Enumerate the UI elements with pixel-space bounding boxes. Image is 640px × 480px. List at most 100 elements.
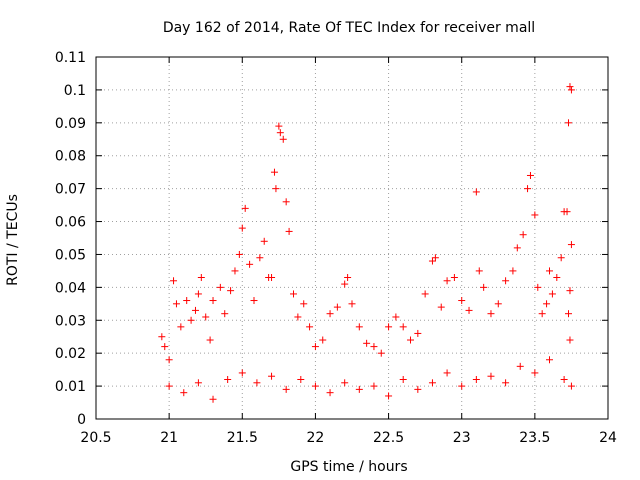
- y-tick-label: 0.09: [55, 116, 86, 132]
- data-point: [355, 323, 363, 331]
- data-point: [509, 267, 517, 275]
- data-point: [567, 241, 575, 249]
- x-tick-label: 21.5: [227, 430, 258, 446]
- data-point: [545, 356, 553, 364]
- data-point: [465, 306, 473, 314]
- data-point: [370, 382, 378, 390]
- data-point: [294, 313, 302, 321]
- data-point: [238, 369, 246, 377]
- data-point: [246, 260, 254, 268]
- chart-title: Day 162 of 2014, Rate Of TEC Index for r…: [163, 20, 535, 36]
- data-point: [428, 379, 436, 387]
- data-point: [172, 300, 180, 308]
- data-point: [553, 273, 561, 281]
- y-tick-label: 0.03: [55, 313, 86, 329]
- data-point: [253, 379, 261, 387]
- data-point: [531, 211, 539, 219]
- data-point: [431, 254, 439, 262]
- data-point: [191, 306, 199, 314]
- grid-lines: [96, 57, 608, 419]
- data-point: [224, 376, 232, 384]
- data-point: [311, 382, 319, 390]
- data-point: [270, 168, 278, 176]
- data-point: [319, 336, 327, 344]
- data-point: [250, 297, 258, 305]
- y-tick-label: 0.06: [55, 215, 86, 231]
- data-point: [458, 382, 466, 390]
- data-point: [566, 83, 574, 91]
- data-point: [567, 382, 575, 390]
- data-point: [333, 303, 341, 311]
- x-tick-label: 24: [599, 430, 617, 446]
- data-point: [385, 323, 393, 331]
- x-tick-label: 23: [453, 430, 471, 446]
- data-point: [300, 300, 308, 308]
- data-point: [566, 287, 574, 295]
- x-tick-label: 22.5: [373, 430, 404, 446]
- data-point: [355, 385, 363, 393]
- x-tick-label: 23.5: [519, 430, 550, 446]
- axis-ticks: 20.5 21 21.5 22 22.5 23 23.5 24 0 0.01 0.02 0.03 0.0…: [55, 50, 617, 446]
- data-point: [241, 204, 249, 212]
- data-point: [268, 273, 276, 281]
- data-point: [180, 389, 188, 397]
- data-point: [428, 257, 436, 265]
- data-point: [450, 273, 458, 281]
- data-point: [306, 323, 314, 331]
- data-point: [311, 343, 319, 351]
- data-points: [158, 83, 575, 403]
- data-point: [165, 356, 173, 364]
- data-point: [282, 198, 290, 206]
- data-point: [472, 376, 480, 384]
- data-point: [548, 290, 556, 298]
- data-point: [513, 244, 521, 252]
- data-point: [341, 379, 349, 387]
- data-point: [567, 86, 575, 94]
- data-point: [543, 300, 551, 308]
- data-point: [526, 171, 534, 179]
- data-point: [407, 336, 415, 344]
- y-axis-label: ROTI / TECUs: [5, 194, 21, 286]
- data-point: [348, 300, 356, 308]
- data-point: [487, 310, 495, 318]
- data-point: [344, 273, 352, 281]
- data-point: [472, 188, 480, 196]
- data-point: [443, 369, 451, 377]
- data-point: [216, 283, 224, 291]
- y-tick-label: 0.1: [64, 83, 86, 99]
- data-point: [183, 297, 191, 305]
- y-tick-label: 0.01: [55, 379, 86, 395]
- data-point: [209, 395, 217, 403]
- data-point: [206, 336, 214, 344]
- y-tick-label: 0.07: [55, 182, 86, 198]
- data-point: [272, 185, 280, 193]
- data-point: [534, 283, 542, 291]
- data-point: [279, 135, 287, 143]
- data-point: [202, 313, 210, 321]
- data-point: [285, 227, 293, 235]
- data-point: [475, 267, 483, 275]
- data-point: [458, 297, 466, 305]
- data-point: [363, 339, 371, 347]
- data-point: [377, 349, 385, 357]
- data-point: [341, 280, 349, 288]
- data-point: [524, 185, 532, 193]
- data-point: [221, 310, 229, 318]
- data-point: [399, 323, 407, 331]
- data-point: [545, 267, 553, 275]
- data-point: [165, 382, 173, 390]
- data-point: [565, 119, 573, 127]
- data-point: [392, 313, 400, 321]
- data-point: [566, 336, 574, 344]
- data-point: [158, 333, 166, 341]
- data-point: [437, 303, 445, 311]
- x-axis-label: GPS time / hours: [290, 459, 407, 475]
- data-point: [531, 369, 539, 377]
- data-point: [161, 343, 169, 351]
- y-tick-label: 0.08: [55, 149, 86, 165]
- data-point: [227, 287, 235, 295]
- data-point: [238, 224, 246, 232]
- data-point: [487, 372, 495, 380]
- x-tick-label: 20.5: [80, 430, 111, 446]
- data-point: [231, 267, 239, 275]
